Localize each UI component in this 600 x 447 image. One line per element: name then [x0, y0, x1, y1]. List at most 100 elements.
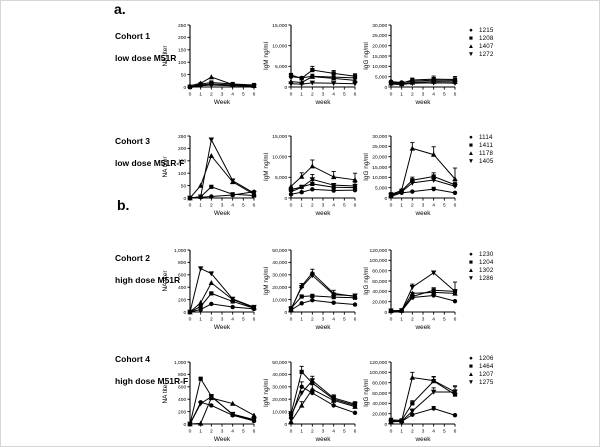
svg-text:1: 1 — [199, 317, 202, 323]
cohort3-title-line2: low dose M51R-F — [115, 158, 185, 169]
svg-text:100,000: 100,000 — [370, 258, 388, 264]
svg-text:5,000: 5,000 — [375, 74, 388, 80]
svg-text:0: 0 — [290, 317, 293, 323]
svg-text:IgG ng/ml: IgG ng/ml — [363, 379, 370, 407]
legend-label: 1230 — [479, 251, 494, 258]
legend-item: ▼ 1272 — [467, 51, 494, 58]
svg-text:1: 1 — [199, 92, 202, 98]
chart-svg: 0 5,000 10,000 15,000 20,000 25,000 30,000 0 1 2 3… — [363, 134, 458, 217]
svg-text:10,000: 10,000 — [372, 175, 387, 181]
svg-text:week: week — [315, 99, 332, 106]
svg-text:30,000: 30,000 — [272, 385, 287, 391]
chart-igm-cohort4: 0 10,000 20,000 30,000 40,000 50,000 0 1 2 3 4 5 6 Ig… — [257, 355, 397, 446]
svg-text:4: 4 — [332, 429, 335, 435]
svg-text:4: 4 — [332, 317, 335, 323]
chart-svg: 0 50 100 150 200 250 0 1 2 3 4 5 6 NA titer Week — [162, 23, 257, 106]
svg-text:2: 2 — [311, 429, 314, 435]
svg-text:0: 0 — [189, 203, 192, 209]
svg-text:6: 6 — [454, 317, 457, 323]
svg-text:10,000: 10,000 — [372, 64, 387, 70]
svg-text:6: 6 — [354, 317, 357, 323]
chart-na-titer-cohort2: 0 200 400 600 800 1,000 0 1 2 3 4 5 6 NA titer Week — [156, 243, 296, 337]
svg-text:3: 3 — [221, 429, 224, 435]
svg-text:15,000: 15,000 — [272, 134, 287, 140]
svg-text:0: 0 — [189, 317, 192, 323]
svg-text:Week: Week — [214, 324, 231, 331]
square-marker-icon: ■ — [469, 35, 473, 42]
legend-item: ■ 1208 — [467, 35, 494, 42]
chart-svg: 0 20,000 40,000 60,000 80,000 100,000 120,000 0… — [363, 360, 458, 443]
svg-text:3: 3 — [322, 429, 325, 435]
inverted-triangle-marker-icon: ▼ — [467, 158, 475, 165]
cohort3-title-line1: Cohort 3 — [115, 136, 150, 147]
square-marker-icon: ■ — [469, 363, 473, 370]
triangle-marker-icon: ▲ — [467, 43, 475, 50]
legend-item: ▲ 1178 — [467, 150, 494, 157]
chart-svg: 0 5,000 10,000 15,000 0 1 2 3 4 5 6 IgM ng/ml week — [263, 23, 358, 106]
chart-svg: 0 10,000 20,000 30,000 40,000 50,000 0 1 2 3 4 5 6 Ig… — [263, 248, 358, 331]
svg-text:2: 2 — [311, 203, 314, 209]
svg-text:5: 5 — [443, 203, 446, 209]
svg-text:IgM ng/ml: IgM ng/ml — [263, 42, 270, 70]
svg-text:1: 1 — [300, 92, 303, 98]
legend-cohort2: ● 1230 ■ 1204 ▲ 1302 ▼ 1286 — [467, 251, 494, 282]
svg-text:0: 0 — [284, 422, 287, 428]
svg-text:20,000: 20,000 — [372, 154, 387, 160]
chart-svg: 0 5,000 10,000 15,000 20,000 25,000 30,000 0 1 2 3… — [363, 23, 458, 106]
svg-text:120,000: 120,000 — [370, 360, 388, 366]
svg-text:2: 2 — [210, 317, 213, 323]
svg-text:4: 4 — [231, 429, 234, 435]
legend-item: ▼ 1286 — [467, 275, 494, 282]
cohort3-title: Cohort 3 low dose M51R-F — [115, 125, 184, 169]
legend-label: 1178 — [479, 150, 494, 157]
chart-na-titer-cohort4: 0 200 400 600 800 1,000 0 1 2 3 4 5 6 NA titer Week — [156, 355, 296, 446]
svg-text:6: 6 — [354, 92, 357, 98]
svg-text:6: 6 — [454, 429, 457, 435]
chart-svg: 0 200 400 600 800 1,000 0 1 2 3 4 5 6 NA titer Week — [162, 248, 257, 331]
svg-text:1: 1 — [199, 429, 202, 435]
svg-text:6: 6 — [253, 203, 256, 209]
svg-text:NA titer: NA titer — [162, 382, 169, 404]
legend-item: ■ 1411 — [467, 142, 494, 149]
svg-text:1,000: 1,000 — [174, 360, 187, 366]
inverted-triangle-marker-icon: ▼ — [467, 379, 475, 386]
svg-text:4: 4 — [432, 429, 435, 435]
legend-item: ▼ 1275 — [467, 379, 494, 386]
legend-label: 1405 — [479, 158, 494, 165]
legend-item: ▲ 1302 — [467, 267, 494, 274]
chart-svg: 0 200 400 600 800 1,000 0 1 2 3 4 5 6 NA titer Week — [162, 360, 257, 443]
svg-text:400: 400 — [178, 397, 186, 403]
legend-item: ● 1215 — [467, 27, 494, 34]
inverted-triangle-marker-icon: ▼ — [467, 275, 475, 282]
svg-text:5: 5 — [343, 429, 346, 435]
triangle-marker-icon: ▲ — [467, 267, 475, 274]
svg-text:0: 0 — [183, 310, 186, 316]
svg-text:6: 6 — [253, 92, 256, 98]
svg-text:3: 3 — [221, 203, 224, 209]
svg-text:3: 3 — [221, 92, 224, 98]
legend-label: 1207 — [479, 371, 494, 378]
svg-text:week: week — [415, 436, 432, 443]
cohort2-title: Cohort 2 high dose M51R — [115, 242, 180, 286]
svg-text:20,000: 20,000 — [272, 285, 287, 291]
svg-text:week: week — [315, 324, 332, 331]
svg-text:1: 1 — [400, 429, 403, 435]
svg-text:30,000: 30,000 — [272, 273, 287, 279]
svg-text:0: 0 — [384, 85, 387, 91]
legend-label: 1204 — [479, 259, 494, 266]
svg-text:0: 0 — [290, 92, 293, 98]
svg-text:5: 5 — [242, 317, 245, 323]
svg-text:5,000: 5,000 — [275, 64, 288, 70]
svg-text:IgM ng/ml: IgM ng/ml — [263, 153, 270, 181]
svg-text:NA titer: NA titer — [162, 45, 169, 67]
legend-label: 1272 — [479, 51, 494, 58]
svg-text:60,000: 60,000 — [372, 279, 387, 285]
svg-text:3: 3 — [322, 317, 325, 323]
legend-item: ▼ 1405 — [467, 158, 494, 165]
circle-marker-icon: ● — [469, 27, 473, 34]
svg-text:600: 600 — [178, 273, 186, 279]
svg-text:50,000: 50,000 — [272, 248, 287, 254]
svg-text:50,000: 50,000 — [272, 360, 287, 366]
svg-text:20,000: 20,000 — [272, 397, 287, 403]
